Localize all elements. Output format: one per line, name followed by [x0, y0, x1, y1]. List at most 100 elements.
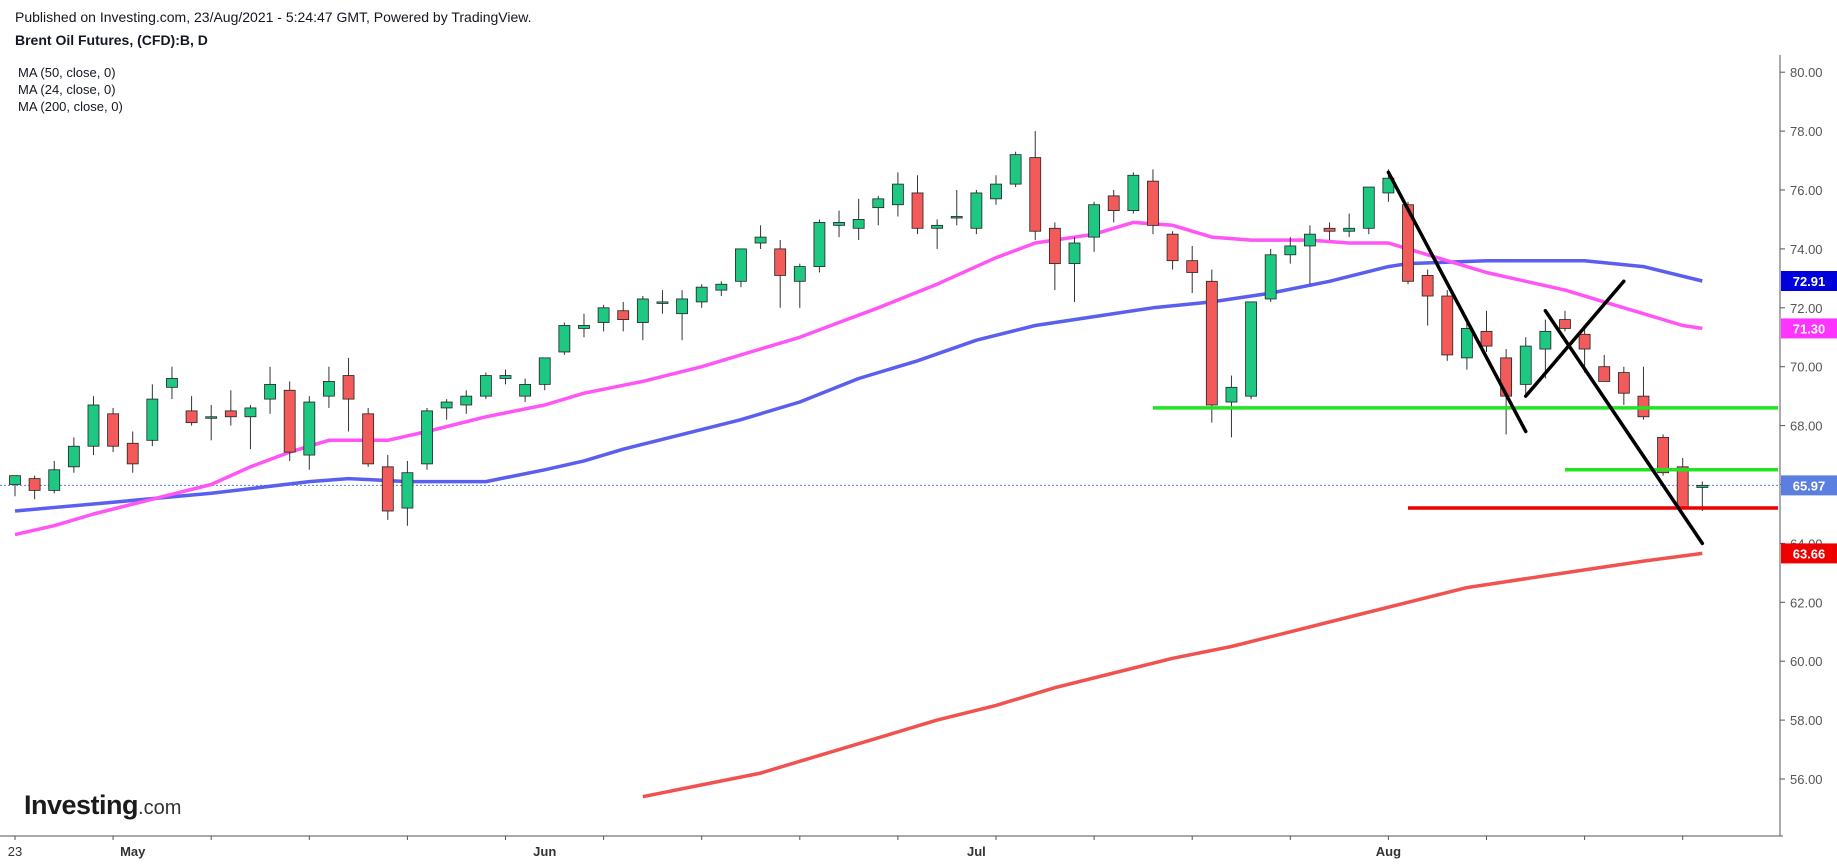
candle-body: [1578, 333, 1591, 350]
x-tick-label: Jul: [967, 844, 986, 859]
logo-text: Investing: [24, 790, 139, 820]
candle-body: [1304, 233, 1316, 247]
candle-up: [323, 366, 335, 408]
candle-up: [950, 190, 963, 226]
candle-up: [1460, 322, 1473, 370]
candle-body: [421, 410, 433, 465]
candle-body: [401, 472, 414, 509]
candle-body: [1539, 330, 1552, 350]
candle-down: [381, 455, 394, 520]
candle-body: [1068, 242, 1081, 265]
candle-up: [1362, 186, 1375, 235]
candle-down: [617, 301, 630, 332]
candle-up: [1068, 237, 1081, 302]
publish-info: Published on Investing.com, 23/Aug/2021 …: [15, 9, 532, 25]
candle-body: [1460, 328, 1473, 359]
price-label-text: 72.91: [1793, 274, 1826, 289]
candle-body: [48, 469, 61, 491]
candle-up: [636, 296, 649, 341]
candle-up: [597, 304, 610, 332]
y-tick-label: 56.00: [1790, 772, 1823, 787]
candle-body: [362, 413, 375, 465]
price-label-text: 65.97: [1793, 478, 1826, 493]
candle-up: [87, 396, 100, 456]
candle-down: [107, 407, 119, 453]
candle-body: [1186, 260, 1199, 273]
candle-up: [9, 475, 21, 497]
legend-ma-200: MA (200, close, 0): [18, 99, 123, 114]
candle-body: [872, 198, 885, 209]
candle-down: [1637, 366, 1650, 420]
candle-up: [67, 437, 80, 473]
candle-body: [126, 442, 139, 465]
candle-up: [1539, 319, 1552, 379]
candle-up: [244, 404, 257, 450]
candle-body: [440, 401, 453, 409]
candle-body: [1696, 484, 1709, 488]
candle-body: [479, 375, 492, 397]
candle-down: [1421, 269, 1434, 326]
candle-up: [833, 210, 845, 238]
candle-body: [1519, 345, 1532, 385]
candle-body: [1441, 295, 1454, 356]
candle-body: [656, 301, 669, 304]
candle-body: [793, 266, 806, 282]
candle-body: [1402, 204, 1414, 282]
candle-up: [793, 263, 806, 308]
candle-down: [283, 381, 296, 461]
candle-body: [1362, 186, 1375, 229]
candle-down: [1598, 354, 1611, 382]
moving-average-line: [14, 220, 1703, 537]
candle-up: [205, 404, 218, 441]
candle-up: [264, 366, 276, 414]
candle-up: [578, 313, 590, 338]
candle-down: [911, 175, 924, 235]
candle-body: [146, 398, 159, 441]
candle-down: [362, 407, 375, 467]
candle-body: [715, 283, 728, 291]
candle-up: [1264, 248, 1277, 302]
candle-body: [636, 298, 649, 323]
candle-down: [224, 390, 237, 426]
candle-up: [519, 378, 532, 403]
candle-body: [1559, 319, 1571, 329]
candle-body: [1225, 386, 1238, 403]
y-tick-label: 78.00: [1790, 124, 1823, 139]
candle-up: [479, 372, 492, 400]
candle-body: [911, 192, 924, 229]
candle-body: [1205, 280, 1218, 406]
legend-ma-50: MA (50, close, 0): [18, 65, 116, 80]
candle-up: [558, 322, 571, 355]
candle-up: [931, 219, 944, 249]
candle-up: [735, 248, 747, 288]
candle-body: [970, 192, 983, 229]
candle-down: [1323, 222, 1336, 241]
candle-up: [1009, 151, 1022, 188]
candle-body: [1147, 180, 1159, 226]
candle-up: [1343, 213, 1356, 238]
candle-up: [1304, 225, 1316, 285]
candle-body: [244, 407, 257, 418]
candle-down: [1205, 269, 1218, 423]
candle-up: [401, 460, 414, 526]
candle-body: [303, 401, 316, 456]
candle-body: [931, 224, 944, 229]
candle-up: [166, 366, 178, 400]
x-tick-label: 23: [8, 844, 22, 859]
price-label-box: [1781, 543, 1837, 564]
investing-logo: Investing.com: [24, 790, 181, 821]
symbol-title: Brent Oil Futures, (CFD):B, D: [15, 32, 208, 48]
candle-up: [146, 384, 159, 447]
candle-body: [754, 236, 767, 244]
candle-body: [519, 383, 532, 397]
candle-body: [1343, 227, 1356, 232]
legend-ma-24: MA (24, close, 0): [18, 82, 116, 97]
candle-body: [1048, 227, 1061, 265]
moving-average-line: [14, 258, 1703, 513]
candle-body: [538, 357, 551, 385]
candle-body: [1088, 204, 1100, 238]
candle-body: [1421, 275, 1434, 297]
candle-down: [1617, 366, 1630, 405]
candle-body: [735, 248, 747, 282]
